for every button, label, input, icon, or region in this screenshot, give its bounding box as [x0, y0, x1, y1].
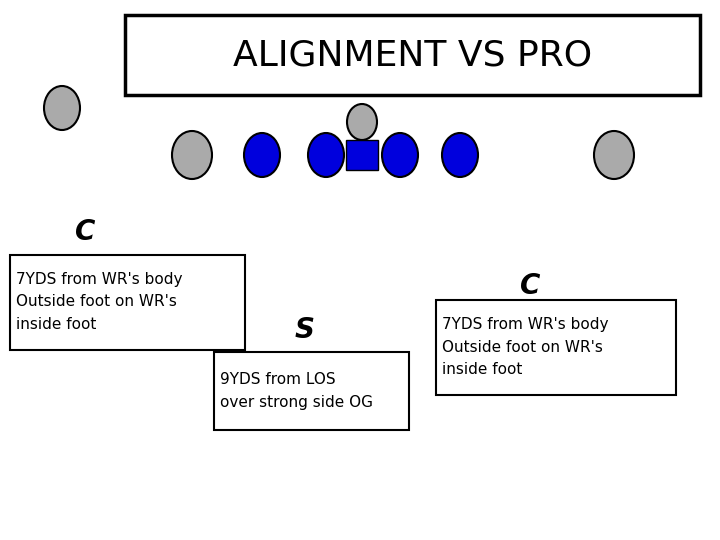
Text: 7YDS from WR's body
Outside foot on WR's
inside foot: 7YDS from WR's body Outside foot on WR's…	[16, 272, 182, 332]
Text: C: C	[520, 272, 540, 300]
Ellipse shape	[172, 131, 212, 179]
Bar	[10, 255, 245, 350]
Text: 9YDS from LOS
over strong side OG: 9YDS from LOS over strong side OG	[220, 373, 373, 410]
Ellipse shape	[347, 104, 377, 140]
Bar	[346, 140, 378, 170]
Bar	[214, 352, 409, 430]
Ellipse shape	[382, 133, 418, 177]
Ellipse shape	[244, 133, 280, 177]
Text: 7YDS from WR's body
Outside foot on WR's
inside foot: 7YDS from WR's body Outside foot on WR's…	[442, 318, 608, 377]
Ellipse shape	[442, 133, 478, 177]
Ellipse shape	[594, 131, 634, 179]
Text: C: C	[75, 218, 95, 246]
Bar	[436, 300, 676, 395]
Text: S: S	[295, 316, 315, 344]
Ellipse shape	[308, 133, 344, 177]
Ellipse shape	[44, 86, 80, 130]
Text: ALIGNMENT VS PRO: ALIGNMENT VS PRO	[233, 38, 592, 72]
Bar	[125, 15, 700, 95]
